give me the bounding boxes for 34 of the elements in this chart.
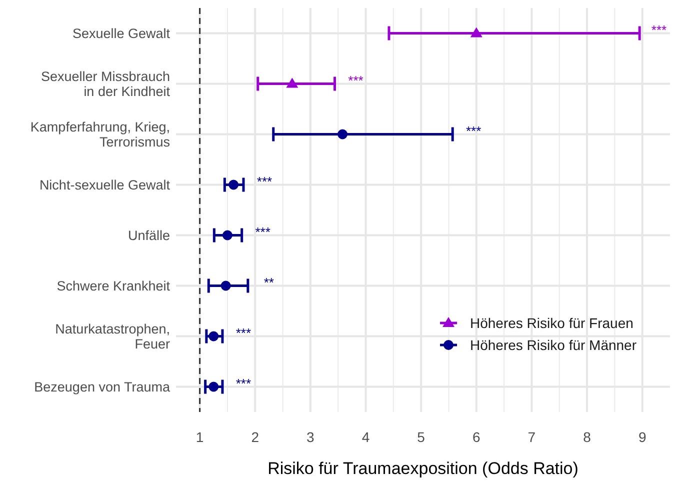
point (470, 27, 482, 38)
legend-label: Höheres Risiko für Männer (470, 337, 637, 353)
point (286, 78, 298, 88)
annotation: *** (236, 376, 252, 391)
y-tick-label: Naturkatastrophen, Feuer (55, 322, 170, 352)
annotation: *** (466, 123, 482, 138)
annotation: *** (255, 224, 270, 240)
annotation: *** (236, 325, 252, 340)
x-axis-title: Risiko für Traumaexposition (Odds Ratio) (268, 459, 578, 478)
y-tick-label: Sexuelle Gewalt (72, 26, 170, 41)
x-tick-label: 3 (306, 429, 315, 445)
x-tick-label: 7 (528, 429, 536, 445)
y-tick-label: Kampferfahrung, Krieg, Terrorismus (30, 120, 170, 150)
point (222, 230, 232, 240)
y-tick-label: Sexueller Missbrauch in der Kindheit (40, 69, 170, 99)
y-tick-label: Schwere Krankheit (56, 278, 170, 294)
x-tick-label: 4 (362, 429, 370, 445)
point (220, 280, 231, 291)
y-tick-label: Nicht-sexuelle Gewalt (39, 177, 170, 192)
y-tick-label: Bezeugen von Trauma (34, 379, 170, 394)
annotation: *** (256, 174, 272, 189)
point (338, 129, 348, 140)
annotation: *** (348, 72, 364, 88)
x-tick-label: 1 (196, 429, 204, 445)
legend-label: Höheres Risiko für Frauen (470, 315, 634, 331)
point (208, 331, 219, 342)
x-tick-label: 2 (251, 429, 260, 445)
annotation: *** (651, 22, 667, 38)
annotation: ** (264, 274, 274, 290)
x-tick-label: 6 (472, 429, 480, 445)
y-tick-label: Unfälle (128, 228, 170, 243)
x-tick-label: 5 (417, 429, 426, 445)
x-tick-label: 8 (583, 429, 592, 445)
x-tick-label: 9 (638, 429, 646, 445)
